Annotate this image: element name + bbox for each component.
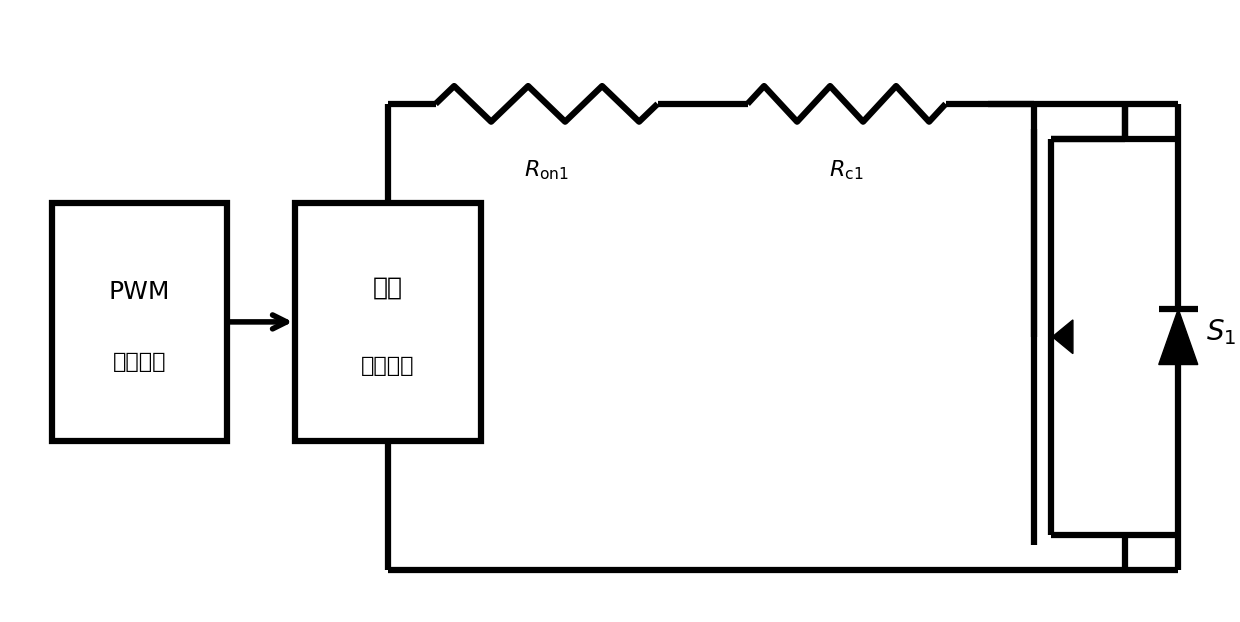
Text: 上管: 上管: [373, 275, 403, 299]
Polygon shape: [1053, 320, 1073, 354]
Text: $R_{\mathrm{on1}}$: $R_{\mathrm{on1}}$: [525, 159, 569, 182]
Bar: [52, 203, 227, 441]
Polygon shape: [1158, 309, 1198, 364]
Text: PWM: PWM: [109, 280, 170, 304]
Bar: [295, 203, 481, 441]
Text: 驱动信号: 驱动信号: [113, 351, 166, 371]
Text: $R_{\mathrm{c1}}$: $R_{\mathrm{c1}}$: [830, 159, 864, 182]
Text: 驱动电路: 驱动电路: [361, 356, 415, 376]
Text: $S_1$: $S_1$: [1205, 317, 1236, 346]
